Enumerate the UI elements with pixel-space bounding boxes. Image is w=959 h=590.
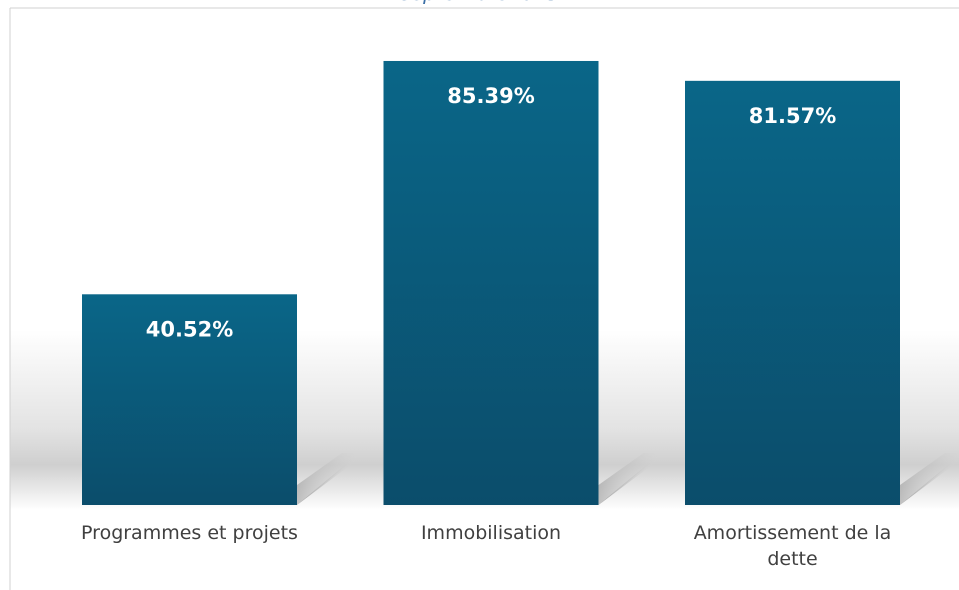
x-tick-label: Programmes et projets [81,522,298,544]
data-label: 40.52% [146,317,233,341]
bar [685,80,900,505]
x-tick-label: Amortissement de la dette [693,522,892,570]
bar [383,60,599,506]
x-tick-label: Immobilisation [420,522,562,544]
data-label: 81.57% [749,104,836,128]
bar-shadow [598,453,664,505]
bar-shadow [900,453,959,505]
bar-shadow [297,453,362,505]
bar [82,294,297,505]
data-label: 85.39% [447,84,534,108]
chart-title: septembre2023 [400,0,559,5]
